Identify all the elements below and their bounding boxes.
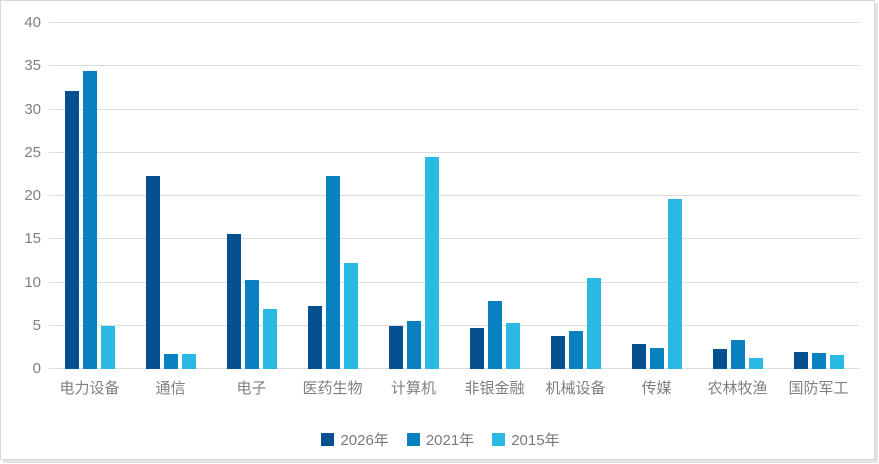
gridline xyxy=(49,22,859,23)
gridline xyxy=(49,281,859,283)
bar-2021年-医药生物 xyxy=(325,176,340,369)
y-axis-tick-label: 35 xyxy=(24,57,41,75)
bar-2015年-非银金融 xyxy=(505,323,520,369)
bar-2026年-计算机 xyxy=(388,325,403,369)
bar-group-2 xyxy=(130,23,211,369)
bar-2026年-电子 xyxy=(226,234,241,369)
bar-group-10 xyxy=(778,23,859,369)
y-axis-tick-label: 5 xyxy=(32,316,41,334)
bar-2026年-非银金融 xyxy=(469,328,484,369)
category-label: 非银金融 xyxy=(464,380,525,397)
bar-2015年-农林牧渔 xyxy=(748,357,763,369)
category-label: 机械设备 xyxy=(545,380,606,397)
y-axis-tick-label: 30 xyxy=(24,100,41,118)
bar-2015年-电力设备 xyxy=(100,325,115,369)
legend-item-2015年: 2015年 xyxy=(492,429,560,450)
y-axis-tick-label: 0 xyxy=(32,360,41,377)
bar-group-7 xyxy=(535,23,616,369)
bar-2021年-传媒 xyxy=(649,348,664,369)
bar-2021年-农林牧渔 xyxy=(730,339,745,369)
bar-2026年-传媒 xyxy=(631,343,646,369)
bar-groups xyxy=(49,23,859,369)
y-axis-tick-label: 20 xyxy=(24,187,41,204)
legend-label: 2015年 xyxy=(511,432,560,449)
bar-2021年-非银金融 xyxy=(487,300,502,369)
bar-2021年-电子 xyxy=(244,279,259,369)
category-label: 计算机 xyxy=(390,380,436,397)
legend-item-2021年: 2021年 xyxy=(406,429,475,450)
gridline xyxy=(49,324,859,326)
legend-item-2026年: 2026年 xyxy=(321,429,389,450)
category-label: 农林牧渔 xyxy=(707,380,768,397)
category-label: 传媒 xyxy=(641,380,672,397)
bar-2026年-国防军工 xyxy=(793,351,808,369)
bar-2021年-机械设备 xyxy=(568,330,583,369)
bar-group-3 xyxy=(211,23,292,369)
y-axis-tick-label: 25 xyxy=(24,143,41,161)
bar-2026年-通信 xyxy=(145,176,160,369)
bar-group-9 xyxy=(697,23,778,369)
gridline xyxy=(49,368,859,369)
gridline xyxy=(49,151,859,153)
y-axis-tick-label: 10 xyxy=(24,273,41,291)
gridline xyxy=(49,195,859,196)
plot-area xyxy=(49,22,859,369)
bar-2021年-国防军工 xyxy=(811,353,826,369)
gridline xyxy=(49,108,859,110)
y-axis-tick-label: 40 xyxy=(24,14,41,31)
category-label: 电子 xyxy=(236,380,267,397)
bar-2015年-传媒 xyxy=(667,199,682,369)
bar-group-6 xyxy=(454,23,535,369)
gridline xyxy=(49,238,859,240)
bar-2021年-通信 xyxy=(163,354,178,369)
legend-label: 2021年 xyxy=(425,432,475,449)
bar-group-4 xyxy=(292,23,373,369)
bar-group-8 xyxy=(616,23,697,369)
category-label: 医药生物 xyxy=(302,380,363,397)
category-label: 国防军工 xyxy=(788,380,849,397)
bar-2015年-医药生物 xyxy=(343,262,358,369)
bar-2015年-通信 xyxy=(181,354,196,369)
bar-2015年-电子 xyxy=(262,309,277,369)
bar-2015年-国防军工 xyxy=(829,355,844,369)
legend-swatch-icon xyxy=(406,433,420,446)
bar-2026年-机械设备 xyxy=(550,336,565,369)
bar-2015年-机械设备 xyxy=(586,278,601,369)
bar-2026年-医药生物 xyxy=(307,305,322,369)
bar-2021年-电力设备 xyxy=(82,70,97,369)
bar-2026年-电力设备 xyxy=(64,91,79,369)
category-label: 通信 xyxy=(155,380,186,397)
category-label: 电力设备 xyxy=(59,380,120,397)
legend: 2026年 2021年 2015年 xyxy=(1,429,879,450)
bar-group-5 xyxy=(373,23,454,369)
bar-2021年-计算机 xyxy=(406,320,421,369)
bar-2015年-计算机 xyxy=(424,157,439,369)
gridline xyxy=(49,65,859,67)
bar-2026年-农林牧渔 xyxy=(712,349,727,369)
legend-label: 2026年 xyxy=(340,432,389,449)
legend-swatch-icon xyxy=(492,433,506,446)
bar-group-1 xyxy=(49,23,130,369)
x-axis-category-row: 电力设备 通信 电子 医药生物 计算机 非银金融 机械设备 传媒 农林牧渔 国防军工 xyxy=(49,377,859,398)
legend-swatch-icon xyxy=(321,433,335,446)
y-axis-tick-label: 15 xyxy=(24,230,41,248)
